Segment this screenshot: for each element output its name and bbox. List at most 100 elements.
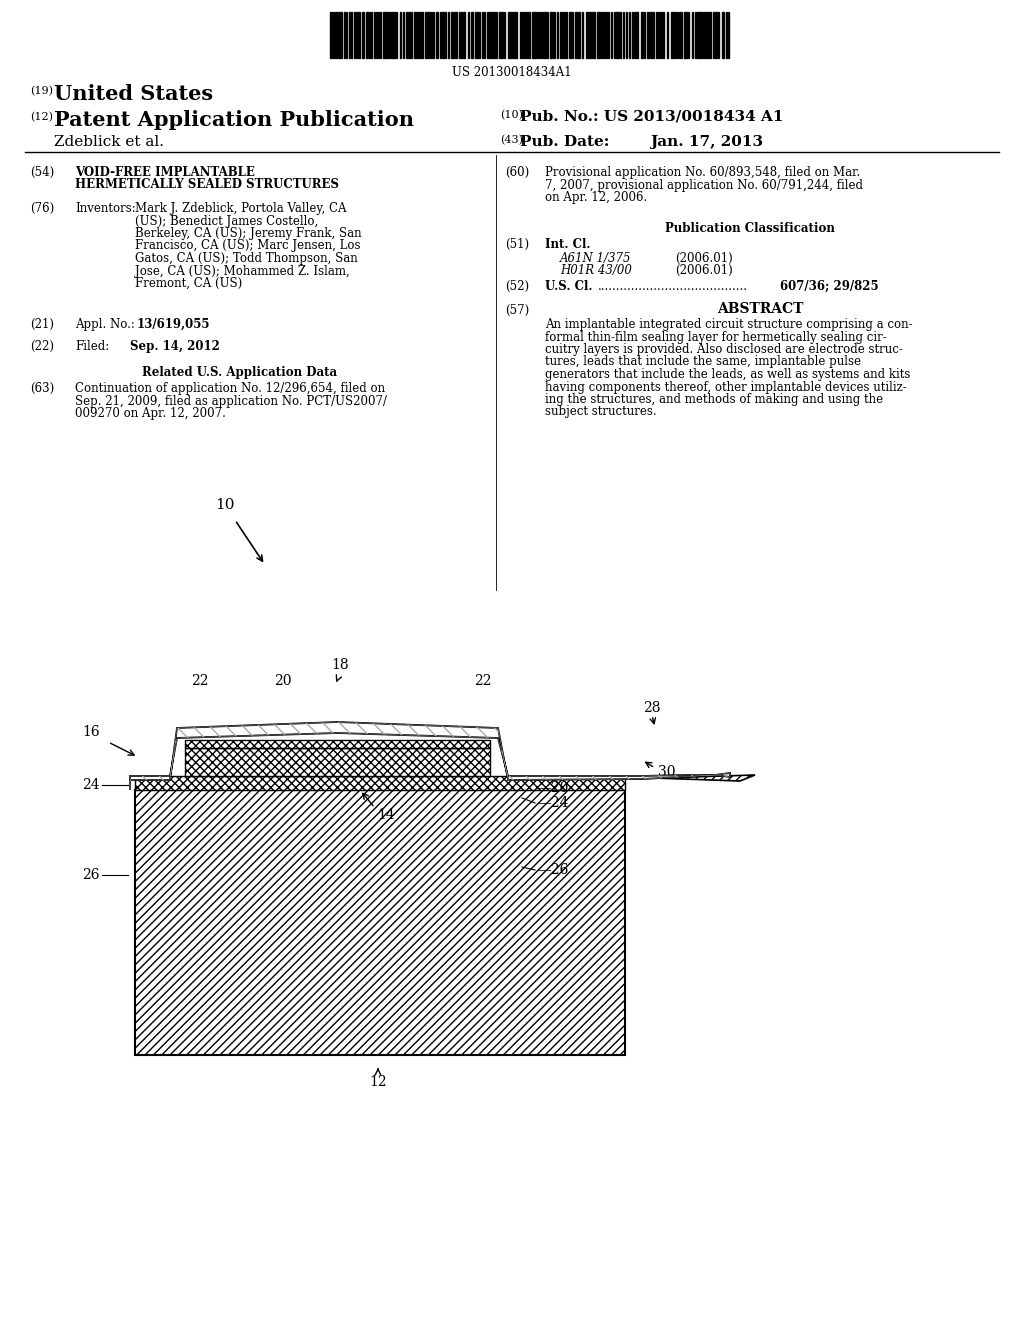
- Text: on Apr. 12, 2006.: on Apr. 12, 2006.: [545, 191, 647, 205]
- Text: Jose, CA (US); Mohammed Z. Islam,: Jose, CA (US); Mohammed Z. Islam,: [135, 264, 350, 277]
- Text: 16: 16: [82, 725, 100, 739]
- Text: Provisional application No. 60/893,548, filed on Mar.: Provisional application No. 60/893,548, …: [545, 166, 860, 180]
- Bar: [425, 12, 427, 58]
- Text: ing the structures, and methods of making and using the: ing the structures, and methods of makin…: [545, 393, 883, 407]
- Polygon shape: [135, 776, 625, 789]
- Text: —24: —24: [537, 796, 568, 810]
- Text: Int. Cl.: Int. Cl.: [545, 238, 591, 251]
- Text: 22: 22: [191, 675, 209, 688]
- Bar: [647, 12, 649, 58]
- Text: 20: 20: [274, 675, 292, 688]
- Text: Zdeblick et al.: Zdeblick et al.: [54, 135, 164, 149]
- Text: ........................................: ........................................: [598, 280, 748, 293]
- Polygon shape: [130, 722, 730, 789]
- Text: 14: 14: [377, 808, 394, 822]
- Text: tures, leads that include the same, implantable pulse: tures, leads that include the same, impl…: [545, 355, 861, 368]
- Text: subject structures.: subject structures.: [545, 405, 656, 418]
- Bar: [366, 12, 368, 58]
- Text: (2006.01): (2006.01): [675, 252, 733, 265]
- Text: Berkeley, CA (US); Jeremy Frank, San: Berkeley, CA (US); Jeremy Frank, San: [135, 227, 361, 240]
- Bar: [616, 12, 618, 58]
- Text: (US); Benedict James Costello,: (US); Benedict James Costello,: [135, 214, 318, 227]
- Bar: [575, 12, 577, 58]
- Text: (76): (76): [30, 202, 54, 215]
- Bar: [715, 12, 717, 58]
- Text: generators that include the leads, as well as systems and kits: generators that include the leads, as we…: [545, 368, 910, 381]
- Bar: [589, 12, 591, 58]
- Text: (60): (60): [505, 166, 529, 180]
- Text: 18: 18: [331, 657, 349, 672]
- Text: Francisco, CA (US); Marc Jensen, Los: Francisco, CA (US); Marc Jensen, Los: [135, 239, 360, 252]
- Bar: [705, 12, 708, 58]
- Text: Gatos, CA (US); Todd Thompson, San: Gatos, CA (US); Todd Thompson, San: [135, 252, 357, 265]
- Text: (63): (63): [30, 381, 54, 395]
- Bar: [358, 12, 360, 58]
- Text: 009270 on Apr. 12, 2007.: 009270 on Apr. 12, 2007.: [75, 407, 226, 420]
- Bar: [451, 12, 453, 58]
- Bar: [335, 12, 337, 58]
- Bar: [421, 12, 423, 58]
- Bar: [522, 12, 524, 58]
- Bar: [578, 12, 580, 58]
- Text: H01R 43/00: H01R 43/00: [560, 264, 632, 277]
- Text: 30: 30: [658, 766, 676, 779]
- Text: US 20130018434A1: US 20130018434A1: [453, 66, 571, 79]
- Bar: [697, 12, 701, 58]
- Bar: [362, 12, 364, 58]
- Bar: [387, 12, 389, 58]
- Bar: [406, 12, 408, 58]
- Bar: [463, 12, 465, 58]
- Text: ABSTRACT: ABSTRACT: [717, 302, 803, 315]
- Text: —26: —26: [537, 863, 568, 876]
- Text: 28: 28: [643, 701, 660, 715]
- Text: Pub. Date:: Pub. Date:: [520, 135, 609, 149]
- Text: U.S. Cl.: U.S. Cl.: [545, 280, 593, 293]
- Text: Appl. No.:: Appl. No.:: [75, 318, 135, 331]
- Bar: [586, 12, 588, 58]
- Bar: [641, 12, 643, 58]
- Bar: [508, 12, 511, 58]
- Bar: [553, 12, 555, 58]
- Polygon shape: [185, 748, 490, 776]
- Text: 24: 24: [82, 777, 100, 792]
- Text: —20: —20: [537, 781, 568, 795]
- Text: Patent Application Publication: Patent Application Publication: [54, 110, 414, 129]
- Text: Sep. 14, 2012: Sep. 14, 2012: [130, 341, 220, 352]
- Polygon shape: [135, 789, 625, 1055]
- Text: (10): (10): [500, 110, 523, 120]
- Bar: [660, 12, 662, 58]
- Bar: [569, 12, 571, 58]
- Text: Related U.S. Application Data: Related U.S. Application Data: [142, 366, 338, 379]
- Bar: [605, 12, 607, 58]
- Bar: [454, 12, 457, 58]
- Text: Fremont, CA (US): Fremont, CA (US): [135, 277, 243, 290]
- Text: formal thin-film sealing layer for hermetically sealing cir-: formal thin-film sealing layer for herme…: [545, 330, 887, 343]
- Bar: [414, 12, 417, 58]
- Text: Inventors:: Inventors:: [75, 202, 136, 215]
- Bar: [428, 12, 430, 58]
- Bar: [650, 12, 652, 58]
- Text: cuitry layers is provided. Also disclosed are electrode struc-: cuitry layers is provided. Also disclose…: [545, 343, 903, 356]
- Bar: [418, 12, 420, 58]
- Text: Sep. 21, 2009, filed as application No. PCT/US2007/: Sep. 21, 2009, filed as application No. …: [75, 395, 387, 408]
- Bar: [550, 12, 552, 58]
- Bar: [722, 12, 724, 58]
- Bar: [514, 12, 517, 58]
- Text: (19): (19): [30, 86, 53, 96]
- Bar: [671, 12, 674, 58]
- Text: Mark J. Zdeblick, Portola Valley, CA: Mark J. Zdeblick, Portola Valley, CA: [135, 202, 346, 215]
- Bar: [442, 12, 444, 58]
- Text: 10: 10: [215, 498, 234, 512]
- Text: Filed:: Filed:: [75, 341, 110, 352]
- Bar: [528, 12, 530, 58]
- Bar: [392, 12, 395, 58]
- Text: 12: 12: [370, 1074, 387, 1089]
- Text: 13/619,055: 13/619,055: [137, 318, 211, 331]
- Text: (52): (52): [505, 280, 529, 293]
- Text: (51): (51): [505, 238, 529, 251]
- Text: A61N 1/375: A61N 1/375: [560, 252, 632, 265]
- Bar: [562, 12, 564, 58]
- Bar: [684, 12, 687, 58]
- Text: 607/36; 29/825: 607/36; 29/825: [780, 280, 879, 293]
- Text: VOID-FREE IMPLANTABLE: VOID-FREE IMPLANTABLE: [75, 166, 255, 180]
